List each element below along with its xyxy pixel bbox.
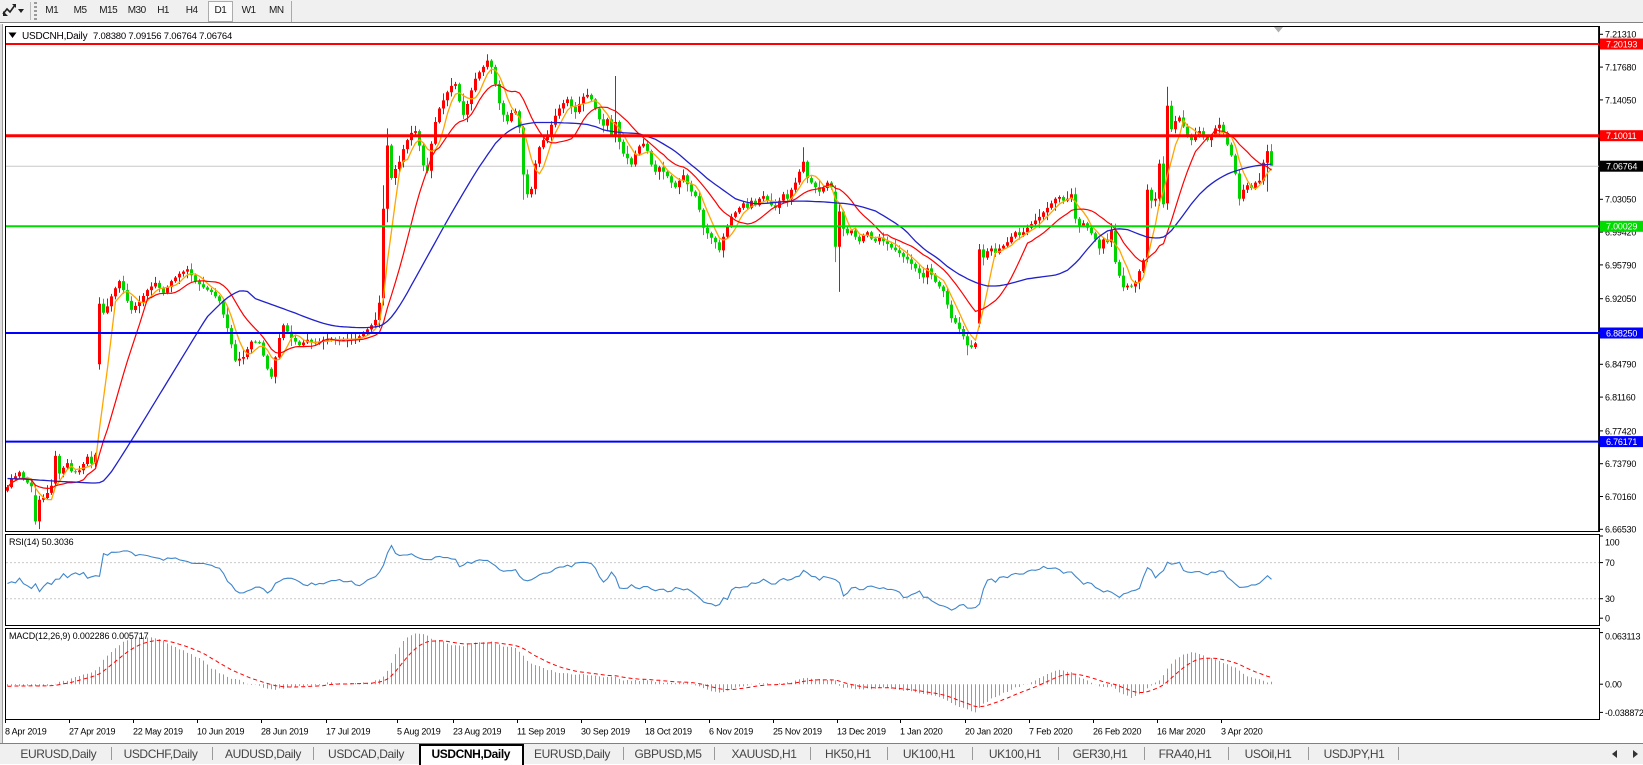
svg-text:1 Jan 2020: 1 Jan 2020 <box>900 727 943 737</box>
svg-text:70: 70 <box>1605 558 1615 568</box>
svg-text:6.73790: 6.73790 <box>1605 459 1636 469</box>
svg-text:26 Feb 2020: 26 Feb 2020 <box>1093 727 1142 737</box>
svg-text:8 Apr 2019: 8 Apr 2019 <box>5 727 47 737</box>
svg-text:6.77420: 6.77420 <box>1605 426 1636 436</box>
svg-text:22 May 2019: 22 May 2019 <box>133 727 183 737</box>
svg-text:23 Aug 2019: 23 Aug 2019 <box>453 727 502 737</box>
svg-text:5 Aug 2019: 5 Aug 2019 <box>397 727 441 737</box>
svg-text:MACD(12,26,9) 0.002286 0.00571: MACD(12,26,9) 0.002286 0.005717 <box>9 631 149 641</box>
svg-text:RSI(14) 50.3036: RSI(14) 50.3036 <box>9 537 74 547</box>
svg-text:6.76171: 6.76171 <box>1606 437 1637 447</box>
svg-text:-0.038872: -0.038872 <box>1605 708 1643 718</box>
svg-text:6.66530: 6.66530 <box>1605 525 1636 535</box>
svg-text:7.08380 7.09156 7.06764 7.0676: 7.08380 7.09156 7.06764 7.06764 <box>93 31 232 42</box>
svg-text:USDCNH,Daily: USDCNH,Daily <box>22 31 88 42</box>
svg-text:27 Apr 2019: 27 Apr 2019 <box>69 727 116 737</box>
svg-text:100: 100 <box>1605 537 1620 547</box>
svg-text:30 Sep 2019: 30 Sep 2019 <box>581 727 630 737</box>
svg-text:6.84790: 6.84790 <box>1605 360 1636 370</box>
svg-text:6.95790: 6.95790 <box>1605 260 1636 270</box>
svg-text:10 Jun 2019: 10 Jun 2019 <box>197 727 245 737</box>
svg-text:7.17680: 7.17680 <box>1605 63 1636 73</box>
svg-text:6.92050: 6.92050 <box>1605 294 1636 304</box>
svg-text:25 Nov 2019: 25 Nov 2019 <box>773 727 822 737</box>
svg-text:7.20193: 7.20193 <box>1606 39 1637 49</box>
svg-text:28 Jun 2019: 28 Jun 2019 <box>261 727 309 737</box>
svg-text:16 Mar 2020: 16 Mar 2020 <box>1157 727 1206 737</box>
svg-text:6 Nov 2019: 6 Nov 2019 <box>709 727 753 737</box>
svg-text:7.10011: 7.10011 <box>1606 131 1637 141</box>
svg-text:0.00: 0.00 <box>1605 680 1622 690</box>
svg-text:6.70160: 6.70160 <box>1605 492 1636 502</box>
svg-text:18 Oct 2019: 18 Oct 2019 <box>645 727 692 737</box>
svg-text:7 Feb 2020: 7 Feb 2020 <box>1029 727 1073 737</box>
svg-text:6.88250: 6.88250 <box>1606 328 1637 338</box>
svg-text:0: 0 <box>1605 614 1610 624</box>
svg-text:7.21310: 7.21310 <box>1605 30 1636 40</box>
svg-text:7.14050: 7.14050 <box>1605 95 1636 105</box>
svg-text:13 Dec 2019: 13 Dec 2019 <box>837 727 886 737</box>
svg-text:6.99420: 6.99420 <box>1605 228 1636 238</box>
svg-text:7.06764: 7.06764 <box>1606 162 1637 172</box>
svg-text:11 Sep 2019: 11 Sep 2019 <box>517 727 565 737</box>
svg-text:17 Jul 2019: 17 Jul 2019 <box>326 727 371 737</box>
svg-text:3 Apr 2020: 3 Apr 2020 <box>1221 727 1263 737</box>
svg-text:6.81160: 6.81160 <box>1605 393 1636 403</box>
svg-text:30: 30 <box>1605 594 1615 604</box>
svg-text:7.03050: 7.03050 <box>1605 195 1636 205</box>
svg-text:20 Jan 2020: 20 Jan 2020 <box>965 727 1013 737</box>
svg-text:7.00029: 7.00029 <box>1606 222 1637 232</box>
svg-text:0.063113: 0.063113 <box>1605 631 1640 641</box>
